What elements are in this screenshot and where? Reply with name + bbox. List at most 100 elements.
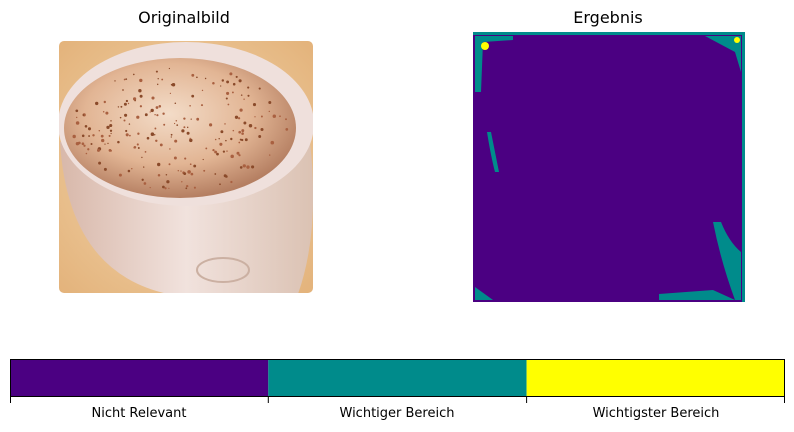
speckle [136, 116, 139, 119]
colorbar-label-nicht-relevant: Nicht Relevant [39, 406, 239, 421]
speckle [224, 123, 226, 125]
speckle [225, 140, 227, 142]
heatmap-background [473, 32, 745, 302]
speckle [243, 99, 244, 100]
speckle [75, 109, 78, 112]
colorbar-label-wichtiger-bereich: Wichtiger Bereich [297, 406, 497, 421]
speckle [201, 104, 203, 106]
speckle [166, 180, 169, 183]
speckle [99, 130, 100, 131]
speckle [128, 103, 129, 104]
speckle [76, 121, 80, 125]
speckle [238, 131, 241, 134]
speckle [164, 187, 166, 189]
speckle [125, 78, 127, 80]
speckle [151, 109, 154, 112]
speckle [151, 132, 155, 136]
speckle [138, 147, 140, 149]
speckle [254, 127, 256, 129]
speckle [169, 68, 170, 69]
speckle [110, 120, 111, 121]
speckle [76, 117, 77, 118]
speckle [212, 82, 215, 85]
speckle [249, 124, 252, 127]
speckle [171, 136, 172, 137]
speckle [229, 72, 232, 75]
colorbar-ticks [10, 397, 785, 405]
speckle [138, 89, 141, 92]
colorbar [10, 359, 785, 397]
speckle [128, 170, 131, 173]
speckle [83, 114, 85, 116]
speckle [141, 157, 142, 158]
speckle [222, 79, 224, 81]
speckle [147, 137, 150, 140]
speckle [161, 79, 163, 81]
speckle [191, 118, 192, 119]
speckle [106, 126, 109, 129]
heatmap-peak-top-left [481, 42, 489, 50]
speckle [123, 119, 125, 121]
speckle [216, 153, 219, 156]
speckle [124, 103, 127, 106]
speckle [187, 132, 190, 135]
speckle [143, 166, 144, 167]
speckle [205, 78, 206, 79]
speckle [176, 120, 178, 122]
speckle [154, 134, 155, 135]
colorbar-segment-wichtigster-bereich [527, 359, 785, 397]
speckle [150, 111, 151, 112]
speckle [162, 113, 164, 115]
speckle [202, 90, 203, 91]
speckle [110, 130, 112, 132]
speckle [85, 125, 88, 128]
speckle [129, 123, 130, 124]
speckle [260, 128, 263, 131]
speckle [158, 78, 159, 79]
speckle [218, 138, 219, 139]
speckle [240, 139, 242, 141]
speckle [126, 133, 129, 136]
speckle [169, 148, 170, 149]
speckle [241, 129, 244, 132]
speckle [131, 168, 132, 169]
speckle [142, 179, 144, 181]
speckle [156, 114, 158, 116]
speckle [168, 188, 169, 189]
speckle [151, 96, 154, 99]
speckle [196, 76, 198, 78]
speckle [187, 127, 188, 128]
speckle [140, 105, 142, 107]
speckle [157, 84, 158, 85]
speckle [190, 138, 191, 139]
speckle [190, 163, 192, 165]
speckle [185, 187, 187, 189]
speckle [226, 80, 229, 83]
speckle [156, 71, 158, 73]
speckle [88, 135, 90, 137]
speckle [160, 143, 163, 146]
speckle [230, 181, 232, 183]
speckle [134, 146, 137, 149]
speckle [166, 174, 168, 176]
speckle [92, 134, 94, 136]
speckle [117, 141, 120, 144]
speckle [140, 95, 143, 98]
speckle [254, 116, 255, 117]
speckle [156, 106, 159, 109]
speckle [119, 174, 122, 177]
speckle [253, 103, 256, 106]
speckle [261, 116, 263, 118]
speckle [230, 155, 234, 159]
speckle [186, 185, 188, 187]
speckle [120, 117, 122, 119]
speckle [220, 130, 223, 133]
speckle [196, 118, 199, 121]
speckle [154, 128, 156, 130]
speckle [124, 79, 126, 81]
speckle [232, 91, 234, 93]
speckle [170, 93, 171, 94]
result-image-title: Ergebnis [458, 8, 758, 27]
original-image-title: Originalbild [34, 8, 334, 27]
speckle [194, 187, 196, 189]
